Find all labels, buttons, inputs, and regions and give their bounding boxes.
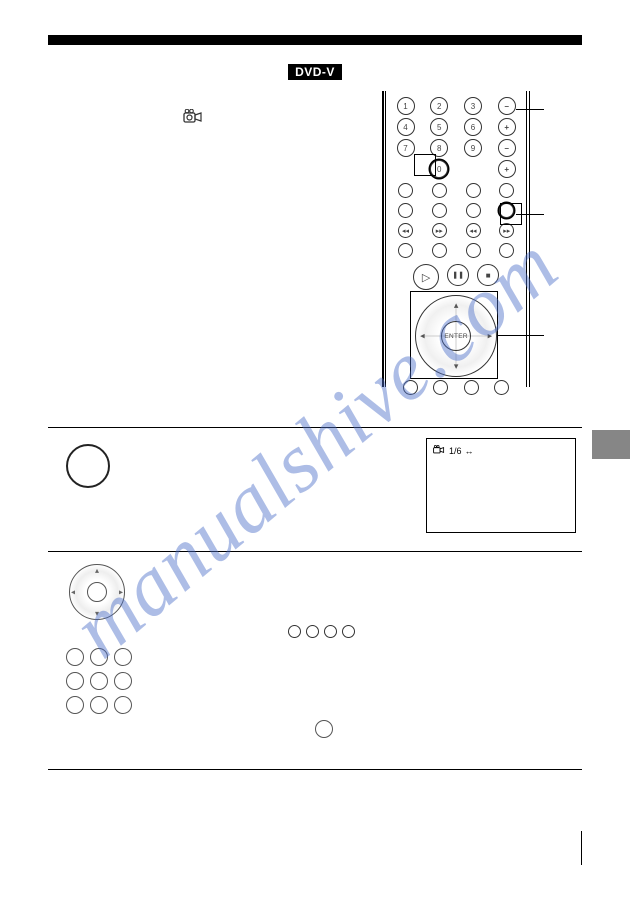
num-1-button[interactable]: 1	[397, 97, 415, 115]
callout-line-3	[498, 335, 544, 336]
fn-a1-button[interactable]	[398, 183, 413, 198]
ff-button[interactable]: ▸▸	[499, 223, 514, 238]
camera-mini-icon	[433, 445, 446, 457]
notes-area	[48, 770, 582, 915]
step-1-section: 1/6 ↔	[48, 428, 582, 551]
num-9-button[interactable]: 9	[464, 139, 482, 157]
fn-a2-button[interactable]	[432, 183, 447, 198]
upper-area: 1 2 3 – 4 5 6 + 7 8 9 – 0 +	[48, 91, 582, 387]
mini-below-4	[342, 625, 355, 638]
callout-box-dpad	[410, 291, 498, 379]
fn-d4-button[interactable]	[499, 243, 514, 258]
fn-b3-button[interactable]	[466, 203, 481, 218]
intro-text-column	[48, 91, 312, 387]
step-2-section: ▴ ▾ ◂ ▸	[48, 552, 582, 769]
rew-button[interactable]: ◂◂	[466, 223, 481, 238]
function-row-d	[391, 243, 521, 258]
np-6	[114, 672, 132, 690]
fn-b2-button[interactable]	[432, 203, 447, 218]
fn-d2-button[interactable]	[432, 243, 447, 258]
transport-row-a: ◂◂ ▸▸ ◂◂ ▸▸	[391, 223, 521, 238]
prev-button[interactable]: ◂◂	[398, 223, 413, 238]
remote-illustration-column: 1 2 3 – 4 5 6 + 7 8 9 – 0 +	[330, 91, 582, 387]
fn-a3-button[interactable]	[466, 183, 481, 198]
number-pad: 1 2 3 – 4 5 6 + 7 8 9 – 0 +	[391, 97, 521, 178]
camera-angle-icon	[183, 109, 205, 130]
side-minus-button[interactable]: –	[498, 97, 516, 115]
np-0	[315, 720, 333, 738]
function-row-a	[391, 183, 521, 198]
below-1-button[interactable]	[403, 380, 418, 395]
angle-count-text: 1/6	[449, 446, 462, 456]
callout-line-1	[516, 109, 544, 110]
mini-below-2	[306, 625, 319, 638]
callout-line-2	[516, 214, 544, 215]
below-dpad-row	[391, 380, 521, 395]
angle-arrow-icon: ↔	[465, 446, 474, 456]
np-9	[114, 696, 132, 714]
remote-control-diagram: 1 2 3 – 4 5 6 + 7 8 9 – 0 +	[385, 91, 527, 387]
num-7-button[interactable]: 7	[397, 139, 415, 157]
play-button[interactable]: ▷	[413, 264, 439, 290]
mini-below-3	[324, 625, 337, 638]
np-3	[114, 648, 132, 666]
badge-row: DVD-V	[48, 63, 582, 81]
tv-screen: 1/6 ↔	[426, 438, 576, 533]
playback-row: ▷ ❚❚ ■	[391, 264, 521, 290]
section-side-tab	[592, 430, 630, 459]
page: DVD-V 1 2 3	[0, 0, 630, 893]
num-5-button[interactable]: 5	[430, 118, 448, 136]
side-plus-button[interactable]: +	[498, 118, 516, 136]
num-2-button[interactable]: 2	[430, 97, 448, 115]
side-minus2-button[interactable]: –	[498, 139, 516, 157]
np-7	[66, 696, 84, 714]
np-4	[66, 672, 84, 690]
np-2	[90, 648, 108, 666]
num-3-button[interactable]: 3	[464, 97, 482, 115]
mini-numpad-icon	[66, 648, 582, 738]
np-8	[90, 696, 108, 714]
mini-right-icon: ▸	[119, 588, 123, 597]
top-rule	[48, 35, 582, 45]
fn-a4-button[interactable]	[499, 183, 514, 198]
mini-enter-icon	[87, 582, 107, 602]
below-4-button[interactable]	[494, 380, 509, 395]
side-plus2-button[interactable]: +	[498, 160, 516, 178]
mini-dpad-icon: ▴ ▾ ◂ ▸	[60, 564, 582, 638]
below-2-button[interactable]	[433, 380, 448, 395]
remote-edge-left	[382, 91, 384, 387]
mini-down-icon: ▾	[95, 609, 99, 618]
num-6-button[interactable]: 6	[464, 118, 482, 136]
mini-below-1	[288, 625, 301, 638]
stop-button[interactable]: ■	[477, 264, 499, 286]
np-5	[90, 672, 108, 690]
callout-box-num0	[414, 154, 436, 176]
tv-angle-readout: 1/6 ↔	[433, 445, 474, 457]
mini-left-icon: ◂	[71, 588, 75, 597]
angle-step-button-icon	[66, 444, 110, 488]
fn-d3-button[interactable]	[466, 243, 481, 258]
next-button[interactable]: ▸▸	[432, 223, 447, 238]
fn-d1-button[interactable]	[398, 243, 413, 258]
remote-edge-right	[529, 91, 531, 387]
page-footer	[571, 831, 582, 865]
tv-display-wrap: 1/6 ↔	[426, 438, 576, 533]
fn-b1-button[interactable]	[398, 203, 413, 218]
np-1	[66, 648, 84, 666]
pause-button[interactable]: ❚❚	[447, 264, 469, 286]
below-3-button[interactable]	[464, 380, 479, 395]
dvd-v-badge: DVD-V	[288, 64, 342, 80]
num-4-button[interactable]: 4	[397, 118, 415, 136]
mini-up-icon: ▴	[95, 566, 99, 575]
